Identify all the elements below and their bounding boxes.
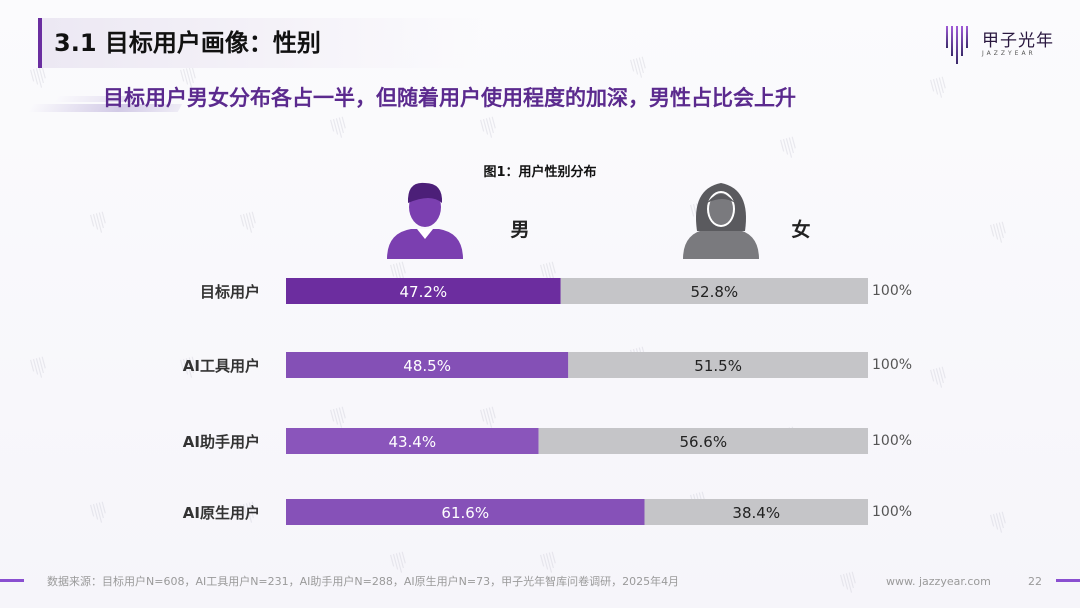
title-background [42, 18, 482, 68]
male-bar [286, 428, 539, 454]
logo-mark-icon [946, 26, 968, 64]
female-bar [568, 352, 868, 378]
female-value-label: 51.5% [694, 357, 742, 375]
data-source-note: 数据来源：目标用户N=608，AI工具用户N=231，AI助手用户N=288，A… [47, 575, 680, 588]
category-label: AI工具用户 [183, 357, 260, 375]
female-value-label: 52.8% [691, 283, 739, 301]
male-value-label: 43.4% [388, 433, 436, 451]
chart-title: 图1：用户性别分布 [483, 165, 597, 180]
website-url: www. jazzyear.com [886, 575, 991, 588]
female-value-label: 56.6% [679, 433, 727, 451]
male-user-icon [387, 182, 463, 259]
female-bar [538, 428, 868, 454]
category-label: AI原生用户 [183, 504, 260, 522]
logo-text-cn: 甲子光年 [982, 31, 1054, 51]
subtitle: 目标用户男女分布各占一半，但随着用户使用程度的加深，男性占比会上升 [103, 86, 796, 110]
male-value-label: 48.5% [403, 357, 451, 375]
jazzyear-logo: 甲子光年 JAZZYEAR [944, 22, 1054, 66]
total-label: 100% [872, 357, 912, 373]
total-label: 100% [872, 433, 912, 449]
legend-female-label: 女 [791, 218, 810, 241]
page-number: 22 [1028, 575, 1042, 588]
female-bar [644, 499, 868, 525]
footer-accent-left [0, 579, 24, 582]
male-bar [286, 352, 569, 378]
total-label: 100% [872, 283, 912, 299]
male-value-label: 61.6% [441, 504, 489, 522]
footer-accent-right [1056, 579, 1080, 582]
male-bar [286, 278, 561, 304]
female-user-icon [683, 183, 759, 259]
female-bar [560, 278, 868, 304]
male-bar [286, 499, 645, 525]
category-label: 目标用户 [200, 283, 260, 301]
legend-male-label: 男 [510, 219, 529, 241]
female-value-label: 38.4% [732, 504, 780, 522]
category-label: AI助手用户 [183, 433, 260, 451]
total-label: 100% [872, 504, 912, 520]
title-accent-bar [38, 18, 42, 68]
logo-text-en: JAZZYEAR [982, 50, 1036, 57]
page-title: 3.1 目标用户画像：性别 [54, 29, 321, 57]
male-value-label: 47.2% [400, 283, 448, 301]
